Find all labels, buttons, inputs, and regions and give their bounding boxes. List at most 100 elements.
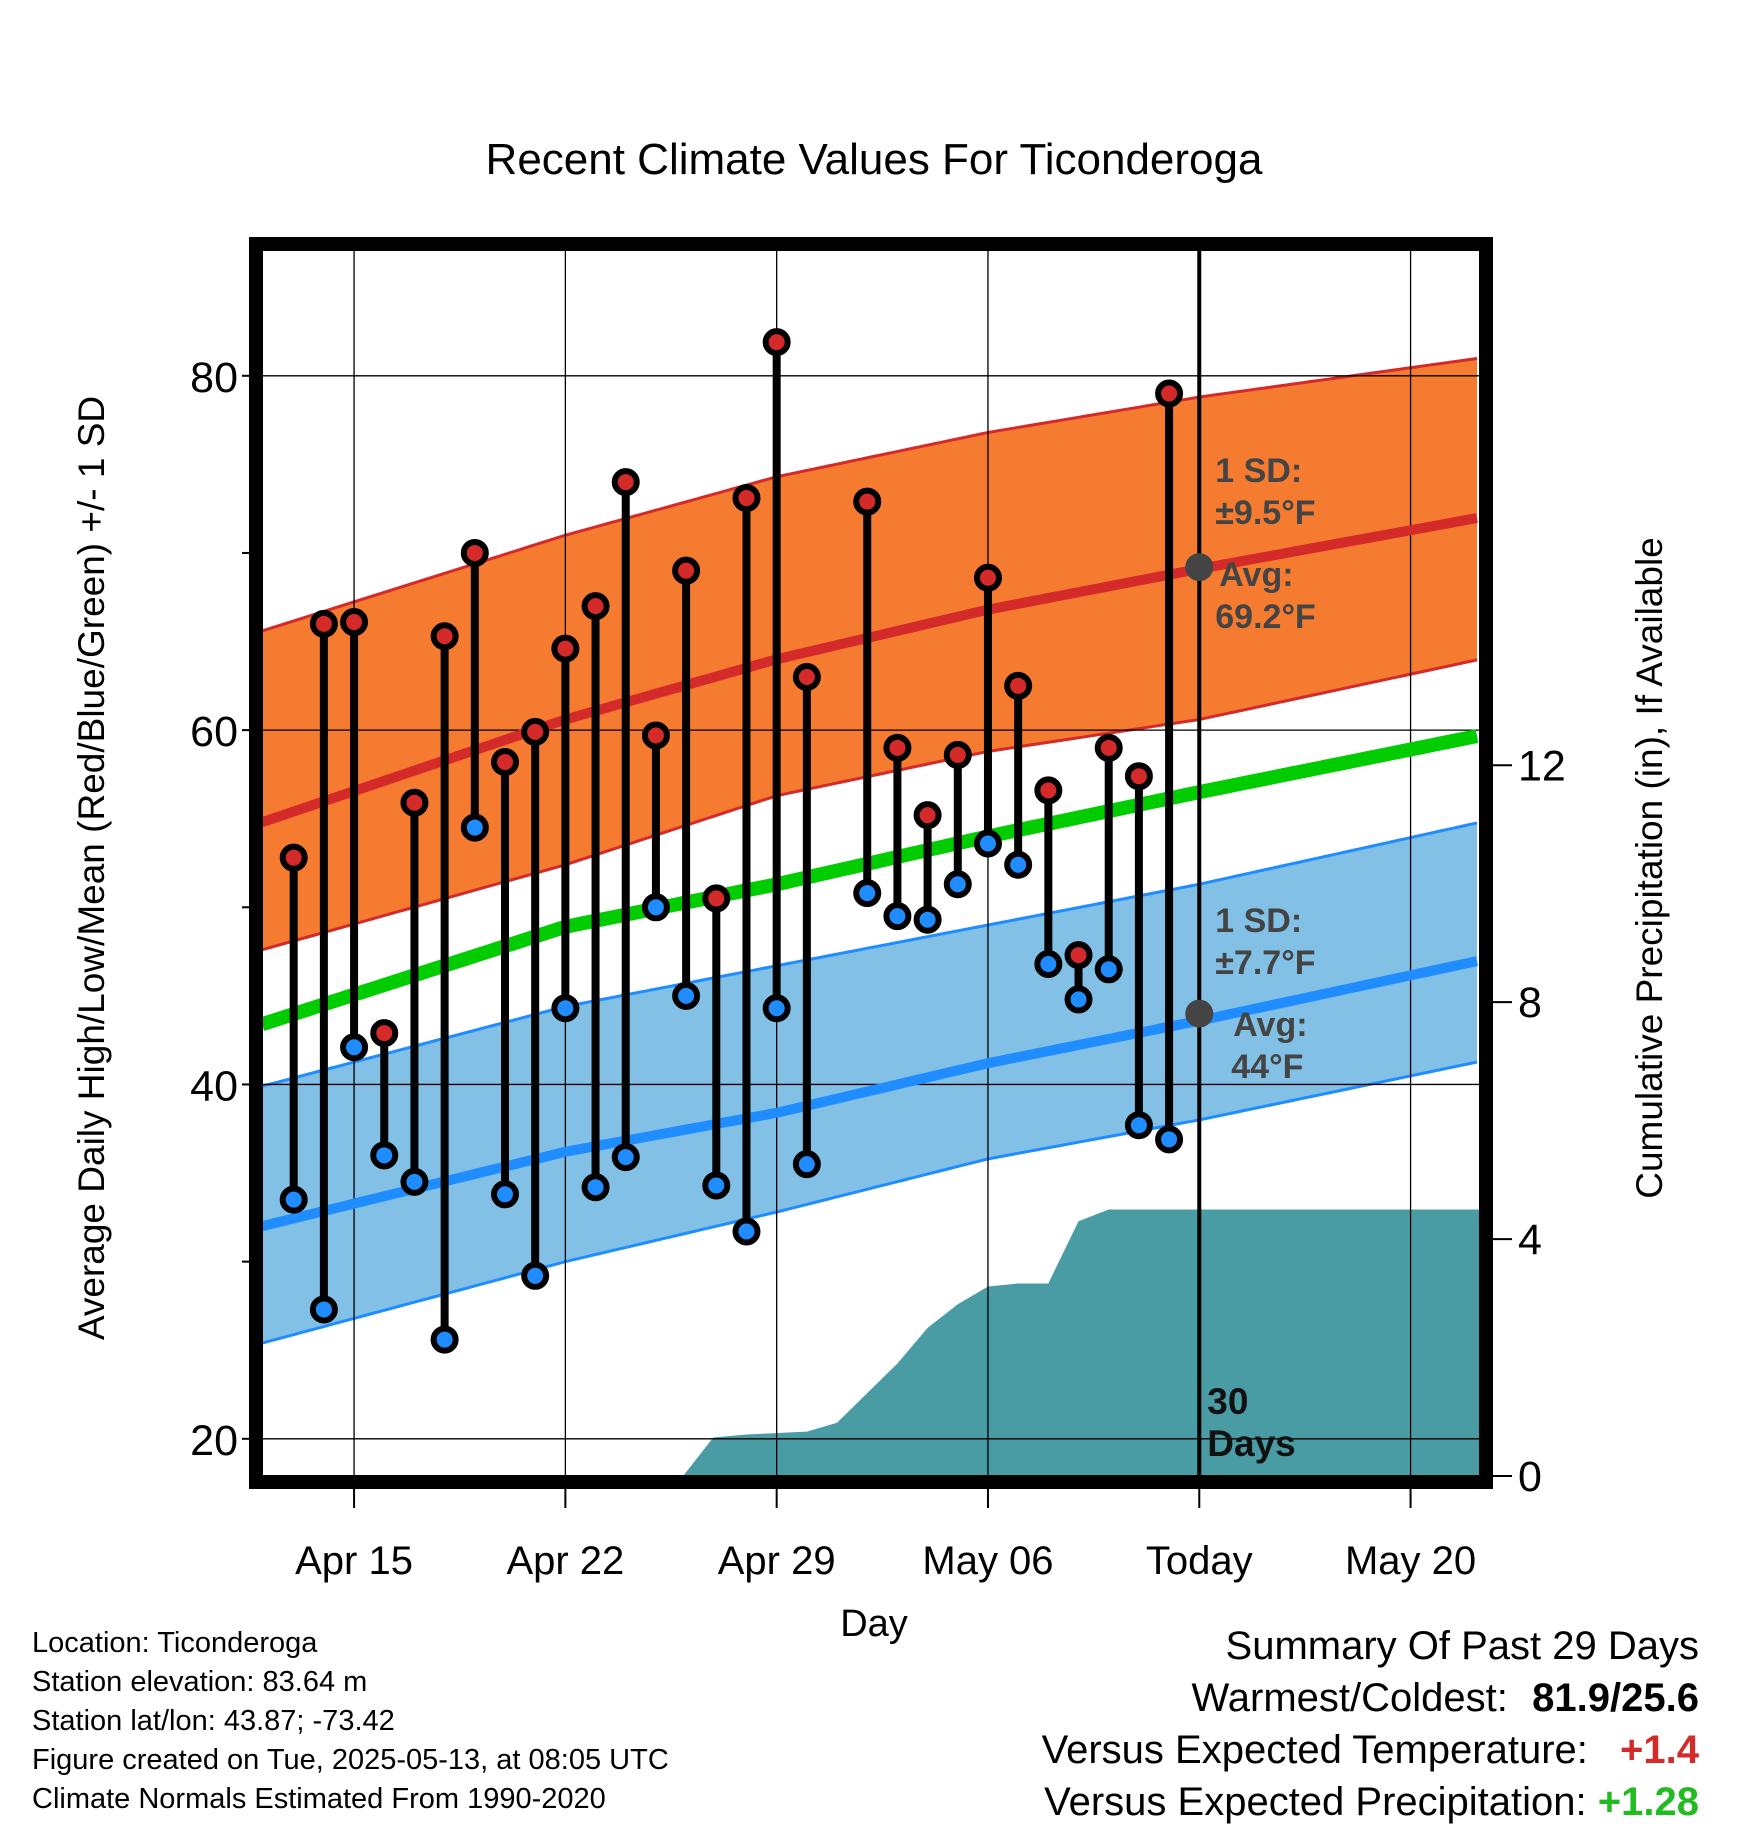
low-point bbox=[641, 893, 670, 922]
high-point bbox=[672, 556, 701, 585]
low-point bbox=[370, 1141, 399, 1170]
high-avg-label: Avg: bbox=[1219, 556, 1293, 594]
low-avg-value: 44°F bbox=[1231, 1048, 1303, 1086]
low-point bbox=[792, 1150, 821, 1179]
x-tick-label: Today bbox=[1146, 1539, 1253, 1583]
info-location: Location: Ticonderoga bbox=[32, 1627, 318, 1659]
high-point bbox=[581, 592, 610, 621]
y-tick-label: 60 bbox=[190, 708, 238, 756]
low-sd-label: 1 SD: bbox=[1215, 902, 1302, 940]
high-point bbox=[370, 1019, 399, 1048]
y-tick-label: 80 bbox=[190, 354, 238, 402]
high-point bbox=[943, 740, 972, 769]
high-point bbox=[551, 634, 580, 663]
y-tick-label: 40 bbox=[190, 1062, 238, 1110]
low-point bbox=[1064, 985, 1093, 1014]
info-latlon: Station lat/lon: 43.87; -73.42 bbox=[32, 1705, 395, 1737]
plot-frame bbox=[249, 237, 1493, 1489]
low-sd-band-top-edge bbox=[262, 821, 1478, 1088]
y-axis-label: Average Daily High/Low/Mean (Red/Blue/Gr… bbox=[71, 396, 112, 1340]
high-point bbox=[340, 608, 369, 637]
high-point bbox=[309, 609, 338, 638]
y2-tick-label: 0 bbox=[1518, 1453, 1542, 1501]
low-point bbox=[853, 879, 882, 908]
low-point bbox=[672, 981, 701, 1010]
today-high-avg-marker bbox=[1185, 553, 1214, 582]
high-sd-value: ±9.5°F bbox=[1215, 494, 1315, 532]
low-point bbox=[1034, 949, 1063, 978]
high-point bbox=[1124, 762, 1153, 791]
high-point bbox=[611, 468, 640, 497]
high-point bbox=[430, 622, 459, 651]
high-point bbox=[1064, 941, 1093, 970]
high-point bbox=[883, 733, 912, 762]
high-point bbox=[460, 538, 489, 567]
low-point bbox=[913, 905, 942, 934]
station-info: Location: Ticonderoga Station elevation:… bbox=[32, 1624, 669, 1819]
days-label-number: 30 bbox=[1207, 1381, 1248, 1422]
high-point bbox=[521, 717, 550, 746]
high-point bbox=[702, 884, 731, 913]
low-point bbox=[551, 994, 580, 1023]
high-sd-label: 1 SD: bbox=[1215, 452, 1302, 490]
info-created: Figure created on Tue, 2025-05-13, at 08… bbox=[32, 1744, 669, 1776]
high-point bbox=[762, 328, 791, 357]
low-point bbox=[883, 902, 912, 931]
low-point bbox=[611, 1143, 640, 1172]
y2-tick-label: 12 bbox=[1518, 742, 1566, 790]
summary-warm-label: Warmest/Coldest: bbox=[1191, 1676, 1508, 1720]
low-point bbox=[702, 1171, 731, 1200]
x-tick-label: May 06 bbox=[922, 1539, 1053, 1583]
high-point bbox=[853, 487, 882, 516]
low-point bbox=[340, 1033, 369, 1062]
low-point bbox=[279, 1185, 308, 1214]
low-point bbox=[400, 1167, 429, 1196]
low-point bbox=[460, 813, 489, 842]
high-point bbox=[732, 484, 761, 513]
low-point bbox=[521, 1261, 550, 1290]
high-point bbox=[1094, 733, 1123, 762]
high-point bbox=[1155, 379, 1184, 408]
summary-temp-label: Versus Expected Temperature: bbox=[1041, 1728, 1588, 1772]
summary-precip-label: Versus Expected Precipitation: bbox=[1044, 1780, 1587, 1824]
x-tick-label: Apr 15 bbox=[295, 1539, 413, 1583]
info-normals: Climate Normals Estimated From 1990-2020 bbox=[32, 1783, 606, 1815]
summary-panel: Summary Of Past 29 Days Warmest/Coldest:… bbox=[799, 1620, 1699, 1828]
y-tick-label: 20 bbox=[190, 1417, 238, 1465]
low-point bbox=[309, 1295, 338, 1324]
summary-warm-value: 81.9/25.6 bbox=[1532, 1676, 1699, 1720]
low-point bbox=[973, 829, 1002, 858]
low-point bbox=[943, 870, 972, 899]
summary-precip-value: +1.28 bbox=[1597, 1780, 1699, 1824]
low-point bbox=[581, 1173, 610, 1202]
high-point bbox=[973, 563, 1002, 592]
low-point bbox=[1124, 1111, 1153, 1140]
low-point bbox=[490, 1180, 519, 1209]
summary-title: Summary Of Past 29 Days bbox=[1225, 1624, 1699, 1668]
high-avg-value: 69.2°F bbox=[1215, 598, 1316, 636]
high-point bbox=[1004, 671, 1033, 700]
days-label-unit: Days bbox=[1207, 1423, 1295, 1464]
low-point bbox=[430, 1325, 459, 1354]
summary-temp-value: +1.4 bbox=[1620, 1728, 1699, 1772]
high-point bbox=[913, 801, 942, 830]
y2-axis-label: Cumulative Precipitation (in), If Availa… bbox=[1629, 537, 1670, 1199]
low-point bbox=[762, 994, 791, 1023]
high-point bbox=[792, 662, 821, 691]
x-axis-label: Day bbox=[840, 1603, 908, 1645]
low-point bbox=[1155, 1125, 1184, 1154]
x-tick-label: Apr 22 bbox=[506, 1539, 624, 1583]
x-tick-label: Apr 29 bbox=[718, 1539, 836, 1583]
high-sd-band-top-edge bbox=[262, 357, 1478, 633]
y2-tick-label: 4 bbox=[1518, 1216, 1542, 1264]
low-normal-line bbox=[262, 956, 1479, 1232]
precipitation-area bbox=[683, 1209, 1480, 1476]
high-point bbox=[400, 788, 429, 817]
low-point bbox=[732, 1217, 761, 1246]
low-sd-value: ±7.7°F bbox=[1215, 944, 1315, 982]
high-point bbox=[279, 843, 308, 872]
high-point bbox=[1034, 776, 1063, 805]
high-point bbox=[490, 748, 519, 777]
today-low-avg-marker bbox=[1185, 999, 1214, 1028]
chart-title: Recent Climate Values For Ticonderoga bbox=[486, 135, 1263, 184]
